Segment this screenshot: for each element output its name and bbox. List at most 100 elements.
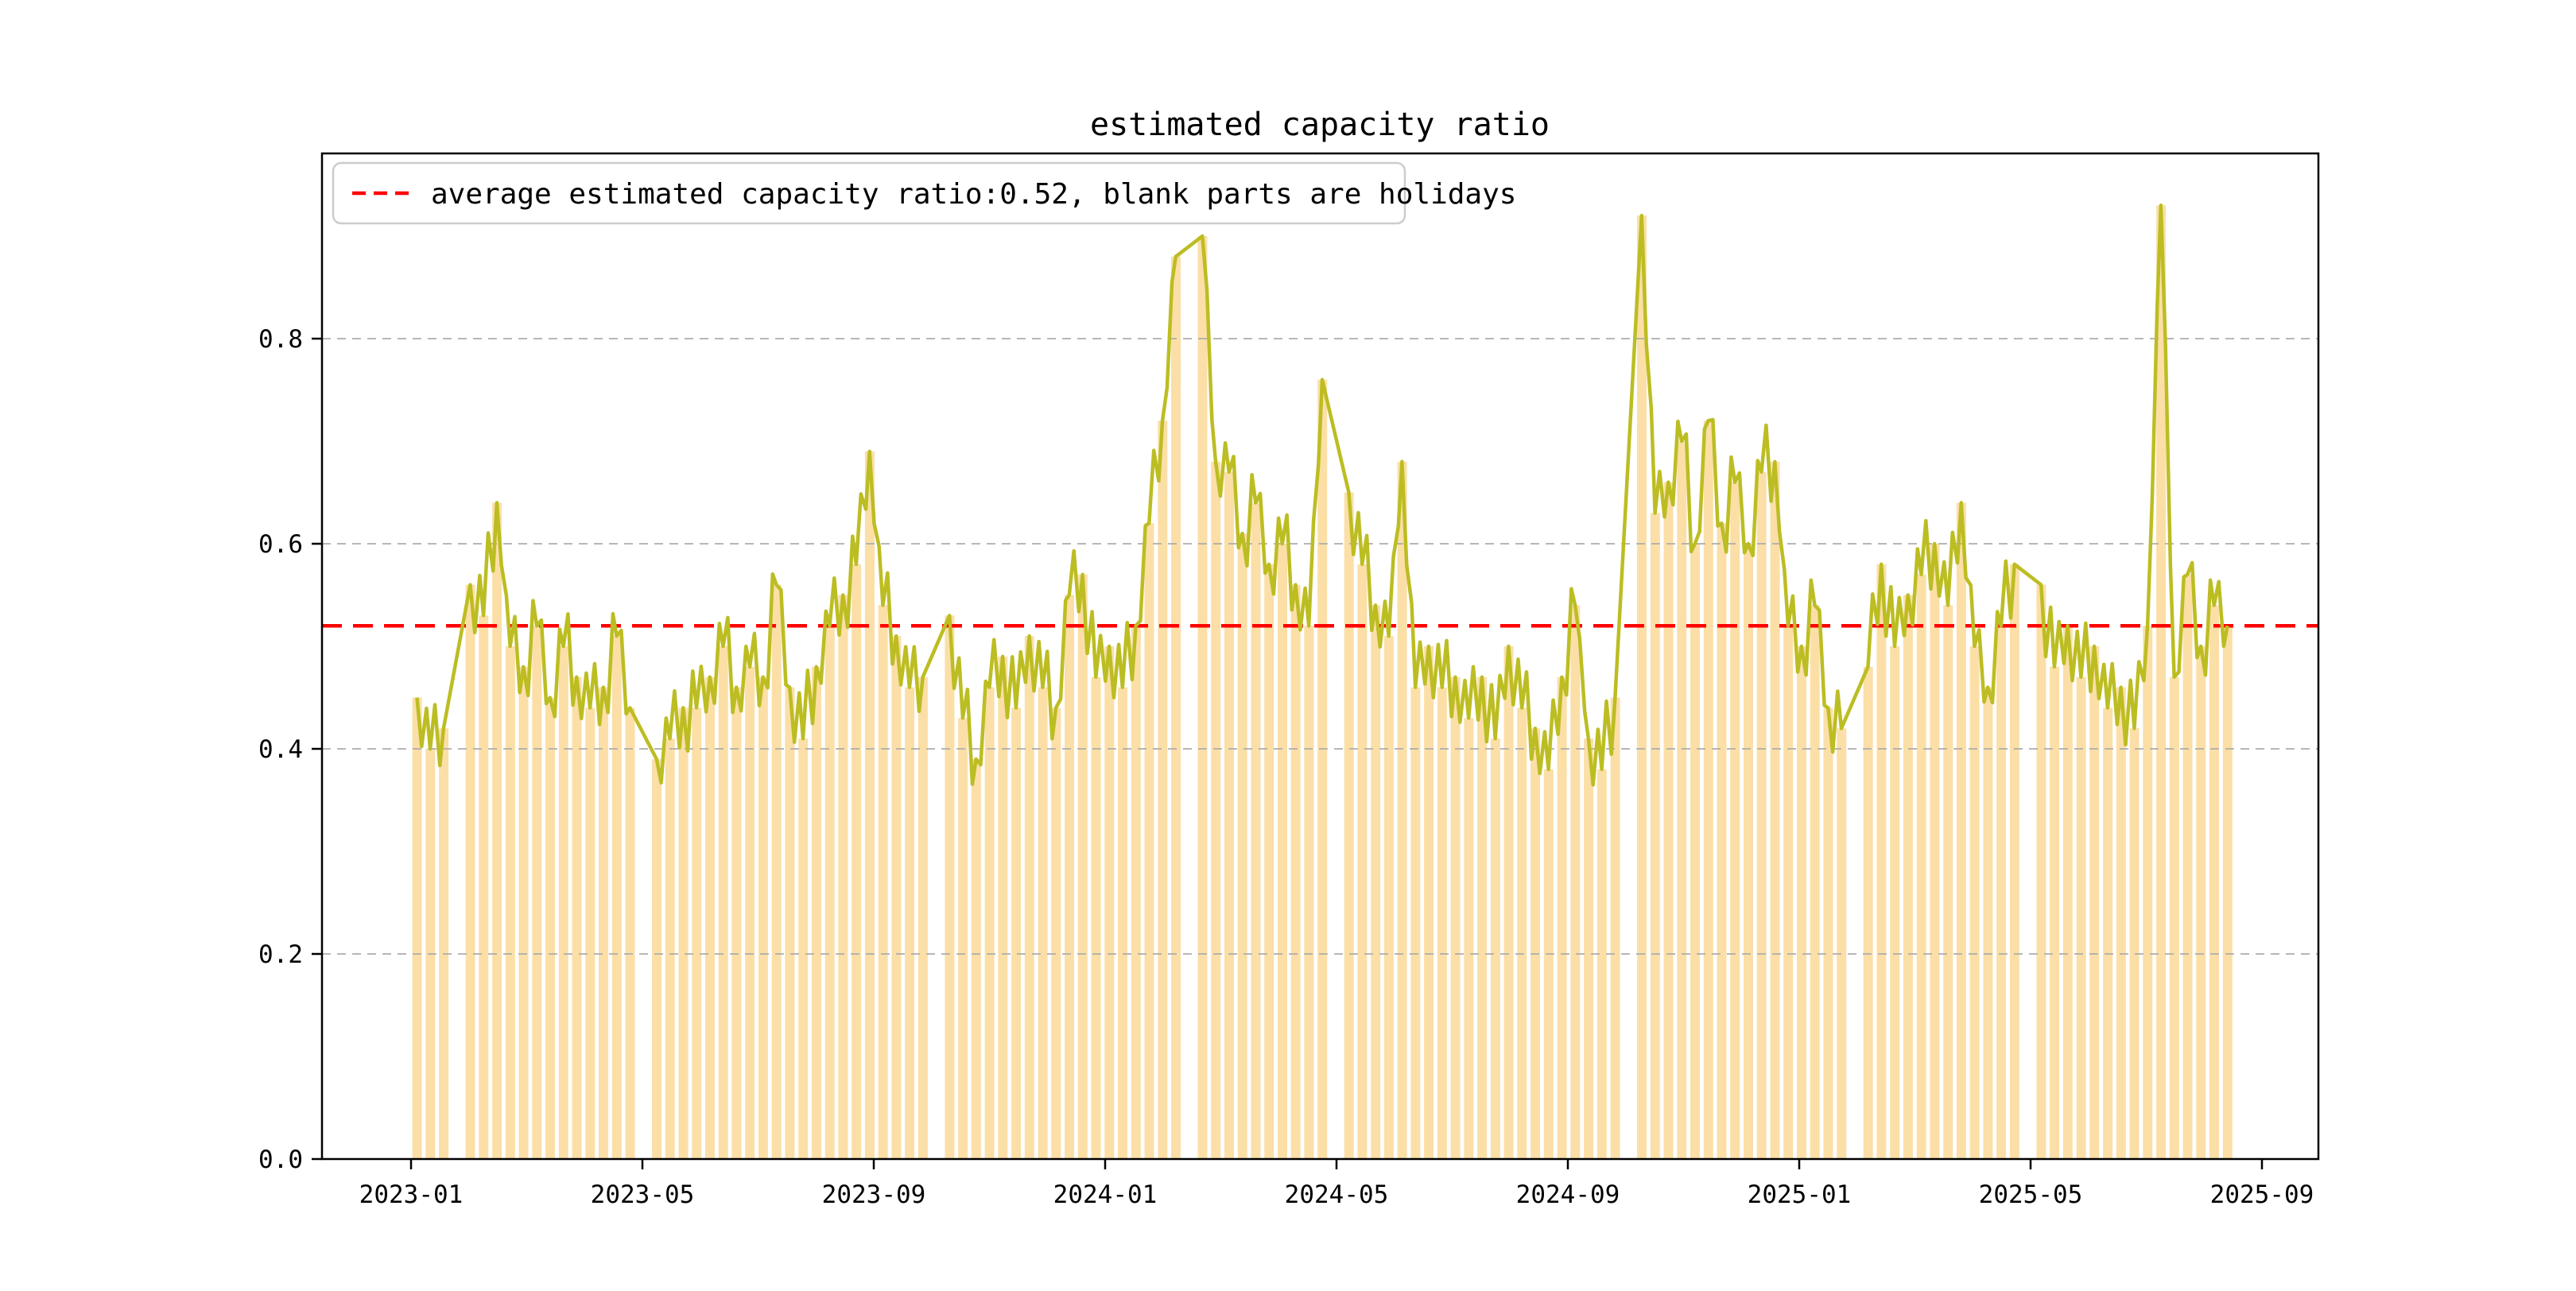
week-bar xyxy=(1876,564,1887,1159)
week-bar xyxy=(1091,677,1101,1159)
week-bar xyxy=(731,687,742,1159)
week-bar xyxy=(1690,544,1700,1159)
week-bar xyxy=(1797,646,1806,1159)
capacity-ratio-line xyxy=(415,204,2229,787)
week-bar xyxy=(864,451,875,1159)
week-bar xyxy=(798,739,809,1159)
x-tick-label: 2025-09 xyxy=(2210,1181,2314,1209)
week-bar xyxy=(558,646,568,1159)
week-bar xyxy=(585,708,596,1159)
week-bar xyxy=(1065,595,1074,1159)
week-bar xyxy=(1983,687,1993,1159)
week-bar xyxy=(1011,708,1022,1159)
week-bar xyxy=(984,687,995,1159)
y-tick-label: 0.8 xyxy=(258,325,303,354)
week-bar xyxy=(1637,215,1647,1160)
week-bar xyxy=(2036,584,2046,1159)
week-bar xyxy=(1371,605,1381,1159)
week-bar xyxy=(1543,769,1554,1159)
week-bar xyxy=(412,697,422,1159)
week-bar xyxy=(652,758,661,1159)
y-tick-label: 0.4 xyxy=(258,735,303,764)
week-bar xyxy=(1024,636,1034,1159)
week-bar xyxy=(1171,256,1181,1159)
week-bar xyxy=(1450,677,1461,1159)
week-bar xyxy=(2062,626,2073,1159)
week-bar xyxy=(2143,626,2153,1159)
week-bar xyxy=(771,584,782,1159)
x-tick-label: 2024-09 xyxy=(1516,1181,1620,1209)
week-bar xyxy=(1930,544,1940,1159)
week-bar xyxy=(1744,544,1753,1159)
x-tick-label: 2023-09 xyxy=(822,1181,926,1209)
week-bar xyxy=(1317,379,1328,1160)
y-tick-label: 0.2 xyxy=(258,940,303,969)
chart-title: estimated capacity ratio xyxy=(1090,107,1550,143)
week-bar xyxy=(1650,513,1660,1159)
week-bar xyxy=(1677,441,1687,1159)
week-bar xyxy=(572,677,582,1159)
week-bar xyxy=(1837,728,1847,1159)
week-bar xyxy=(665,739,675,1159)
week-bar xyxy=(1863,666,1873,1159)
week-bar xyxy=(945,615,955,1159)
week-bar xyxy=(1304,626,1314,1159)
x-tick-label: 2025-01 xyxy=(1748,1181,1852,1209)
week-bar xyxy=(1264,564,1274,1159)
week-bar xyxy=(1410,687,1421,1159)
week-bar xyxy=(692,708,702,1159)
week-bar xyxy=(1383,636,1394,1159)
week-bar xyxy=(958,718,968,1159)
week-bar xyxy=(1717,523,1727,1159)
week-bar xyxy=(838,595,848,1159)
week-bar xyxy=(1703,421,1713,1159)
week-bar xyxy=(2116,687,2126,1159)
week-bar xyxy=(505,646,515,1159)
week-bar xyxy=(545,697,555,1159)
week-bar xyxy=(1437,687,1447,1159)
week-bar xyxy=(2209,605,2219,1159)
week-bar xyxy=(1596,769,1607,1159)
week-bar xyxy=(1823,708,1833,1159)
week-bar xyxy=(1903,595,1913,1159)
axes-frame xyxy=(320,152,2320,1161)
week-bar xyxy=(518,666,529,1159)
week-bar xyxy=(1943,605,1953,1159)
week-bar xyxy=(678,708,689,1159)
week-bar xyxy=(705,677,715,1159)
week-bar xyxy=(492,502,502,1159)
y-tick-label: 0.0 xyxy=(258,1146,303,1174)
x-tick-label: 2024-01 xyxy=(1053,1181,1158,1209)
week-bar xyxy=(532,626,542,1159)
week-bar xyxy=(891,636,902,1159)
week-bar xyxy=(824,626,835,1159)
week-bar xyxy=(1477,677,1488,1159)
week-bar xyxy=(852,564,862,1159)
week-bar xyxy=(1077,574,1088,1159)
week-bar xyxy=(1530,728,1541,1159)
week-bar xyxy=(2169,677,2179,1159)
week-bar xyxy=(1144,523,1154,1159)
week-bar xyxy=(905,687,915,1159)
week-bar xyxy=(2076,677,2086,1159)
week-bar xyxy=(1570,605,1581,1159)
legend-label: average estimated capacity ratio:0.52, b… xyxy=(431,178,1516,211)
week-bar xyxy=(1278,544,1287,1159)
week-bar xyxy=(2089,646,2100,1159)
week-bar xyxy=(479,615,489,1159)
week-bar xyxy=(1663,482,1674,1159)
week-bar xyxy=(745,666,755,1159)
week-bar xyxy=(1251,502,1261,1159)
y-tick-label: 0.6 xyxy=(258,530,303,559)
week-bar xyxy=(1118,687,1127,1159)
week-bar xyxy=(439,728,449,1159)
week-bar xyxy=(1104,646,1115,1159)
week-bar xyxy=(1424,646,1434,1159)
week-bar xyxy=(2050,666,2060,1159)
week-bar xyxy=(1890,646,1900,1159)
week-bar xyxy=(1730,482,1740,1159)
week-bar xyxy=(1956,502,1966,1159)
week-bar xyxy=(1038,687,1048,1159)
week-bar xyxy=(758,677,768,1159)
